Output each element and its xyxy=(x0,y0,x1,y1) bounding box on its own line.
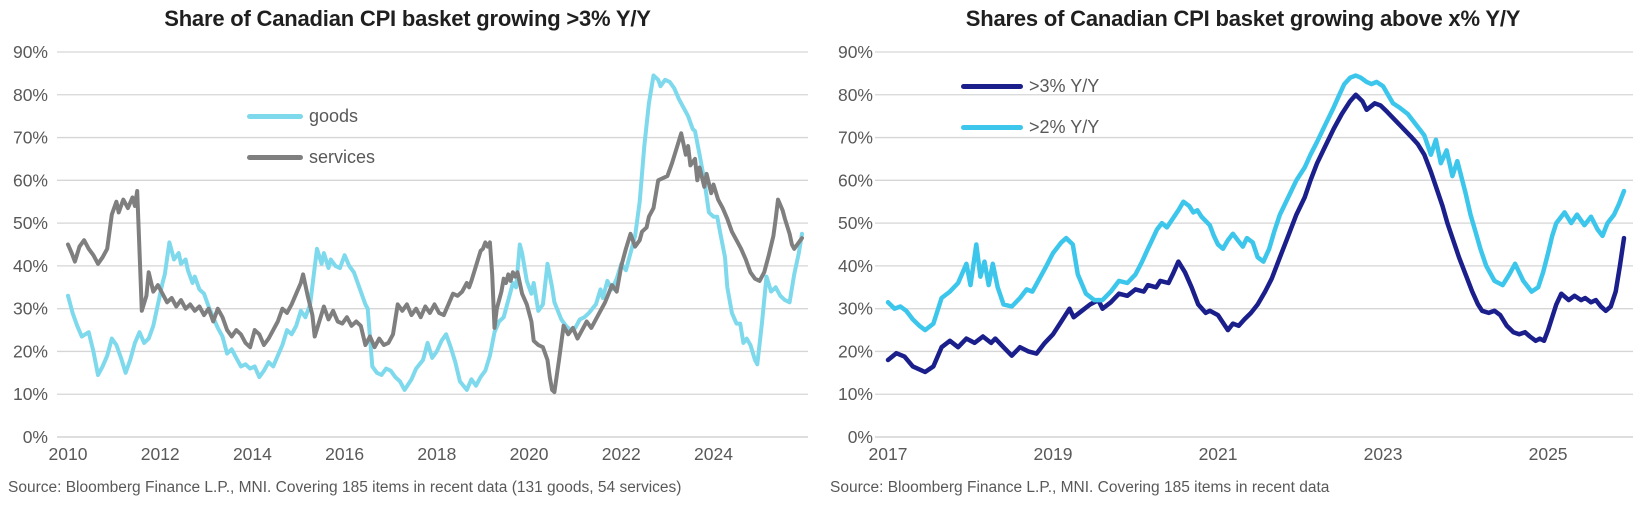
gridlines xyxy=(57,51,808,438)
y-tick-label: 50% xyxy=(838,213,873,233)
y-tick-label: 30% xyxy=(838,299,873,319)
chart-goods-services: Share of Canadian CPI basket growing >3%… xyxy=(0,0,815,507)
legend-label: goods xyxy=(309,106,359,126)
legend-item-goods: goods xyxy=(247,96,375,137)
legend-item-gt2: >2% Y/Y xyxy=(961,107,1099,148)
x-tick-label: 2012 xyxy=(141,444,180,464)
y-tick-label: 70% xyxy=(838,128,873,148)
legend: >3% Y/Y >2% Y/Y xyxy=(961,66,1099,148)
y-axis-labels: 0% 10% 20% 30% 40% 50% 60% 70% 80% 90% xyxy=(13,42,48,447)
y-tick-label: 60% xyxy=(838,170,873,190)
x-axis-labels: 2017 2019 2021 2023 2025 xyxy=(869,444,1568,464)
y-tick-label: 30% xyxy=(13,299,48,319)
source-note: Source: Bloomberg Finance L.P., MNI. Cov… xyxy=(830,479,1330,496)
y-tick-label: 90% xyxy=(838,42,873,62)
y-tick-label: 90% xyxy=(13,42,48,62)
gt3-line-swatch xyxy=(961,84,1023,89)
y-tick-label: 40% xyxy=(838,256,873,276)
goods-line-swatch xyxy=(247,114,303,119)
series-line-1 xyxy=(66,131,804,395)
x-tick-label: 2020 xyxy=(510,444,549,464)
y-tick-label: 10% xyxy=(13,384,48,404)
y-tick-label: 80% xyxy=(13,85,48,105)
x-axis-labels: 2010 2012 2014 2016 2018 2020 2022 2024 xyxy=(49,444,734,464)
x-tick-label: 2017 xyxy=(869,444,908,464)
series-line-0 xyxy=(885,92,1627,375)
chart-title: Shares of Canadian CPI basket growing ab… xyxy=(965,6,1521,31)
x-tick-label: 2019 xyxy=(1034,444,1073,464)
legend-label: >3% Y/Y xyxy=(1029,76,1100,96)
legend-label: >2% Y/Y xyxy=(1029,117,1100,137)
x-tick-label: 2022 xyxy=(602,444,641,464)
goods-services-plot: 0%10%20%30%40%50%60%70%80%90%2010 2012 201… xyxy=(13,42,808,464)
x-tick-label: 2023 xyxy=(1364,444,1403,464)
source-note: Source: Bloomberg Finance L.P., MNI. Cov… xyxy=(8,479,682,496)
y-tick-label: 60% xyxy=(13,170,48,190)
x-tick-label: 2018 xyxy=(417,444,456,464)
x-tick-label: 2010 xyxy=(49,444,88,464)
x-tick-label: 2016 xyxy=(325,444,364,464)
x-tick-label: 2025 xyxy=(1529,444,1568,464)
services-line-swatch xyxy=(247,155,303,160)
legend: goods services xyxy=(247,96,375,178)
chart-thresholds: Shares of Canadian CPI basket growing ab… xyxy=(815,0,1641,507)
legend-label: services xyxy=(309,147,376,167)
y-tick-label: 20% xyxy=(838,341,873,361)
y-tick-label: 0% xyxy=(848,427,873,447)
y-axis-labels: 0% 10% 20% 30% 40% 50% 60% 70% 80% 90% xyxy=(838,42,873,447)
y-tick-label: 50% xyxy=(13,213,48,233)
y-tick-label: 40% xyxy=(13,256,48,276)
gt2-line-swatch xyxy=(961,125,1023,130)
y-tick-label: 70% xyxy=(13,128,48,148)
x-tick-label: 2014 xyxy=(233,444,272,464)
y-tick-label: 0% xyxy=(23,427,48,447)
x-tick-label: 2024 xyxy=(694,444,733,464)
legend-item-gt3: >3% Y/Y xyxy=(961,66,1099,107)
legend-item-services: services xyxy=(247,137,375,178)
gridlines xyxy=(875,51,1633,438)
y-tick-label: 10% xyxy=(838,384,873,404)
chart-title: Share of Canadian CPI basket growing >3%… xyxy=(164,6,651,31)
y-tick-label: 80% xyxy=(838,85,873,105)
series-line-0 xyxy=(66,73,804,392)
x-tick-label: 2021 xyxy=(1199,444,1238,464)
y-tick-label: 20% xyxy=(13,341,48,361)
thresholds-plot: 0% 10% 20% 30% 40% 50% 60% 70% 80% 90% 2017 2019 202… xyxy=(838,42,1633,464)
series-line-1 xyxy=(885,73,1627,333)
